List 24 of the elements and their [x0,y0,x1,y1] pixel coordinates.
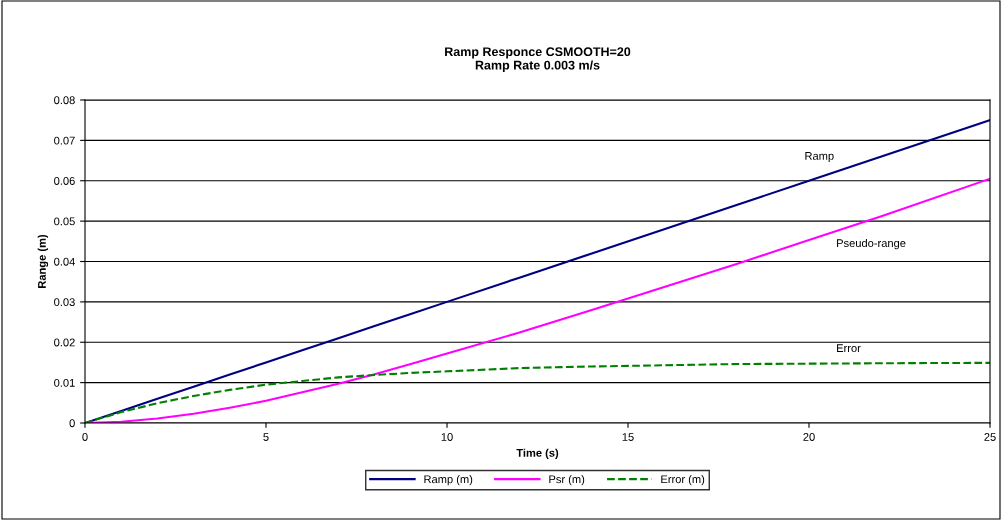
y-tick-label: 0.04 [54,257,75,266]
y-tick-label: 0.06 [54,177,75,185]
x-tick-label: 5 [263,433,269,441]
y-tick-label: 0.02 [54,338,75,347]
y-axis-title: Range (m) [37,234,49,288]
legend-label: Ramp (m) [424,474,473,486]
y-tick-label: 0.08 [54,96,75,105]
x-tick-label: 20 [803,433,815,441]
y-tick-label: 0.03 [54,298,75,307]
x-tick-label: 0 [82,433,88,441]
x-tick-label: 25 [984,433,996,441]
x-axis-title: Time (s) [516,448,559,459]
legend-label: Error (m) [661,474,705,486]
y-tick-label: 0.01 [54,378,75,387]
y-tick-label: 0.07 [54,136,75,145]
x-tick-label: 15 [622,433,634,441]
annotation: Ramp [805,152,834,163]
y-tick-label: 0.05 [54,217,75,226]
x-tick-label: 10 [441,433,453,441]
chart-title: Ramp Responce CSMOOTH=20 Ramp Rate 0.003 m/s [445,47,631,73]
annotation: Error [837,344,861,353]
legend-label: Psr (m) [549,474,585,486]
annotation: Pseudo-range [837,238,906,250]
y-tick-label: 0 [69,419,75,428]
